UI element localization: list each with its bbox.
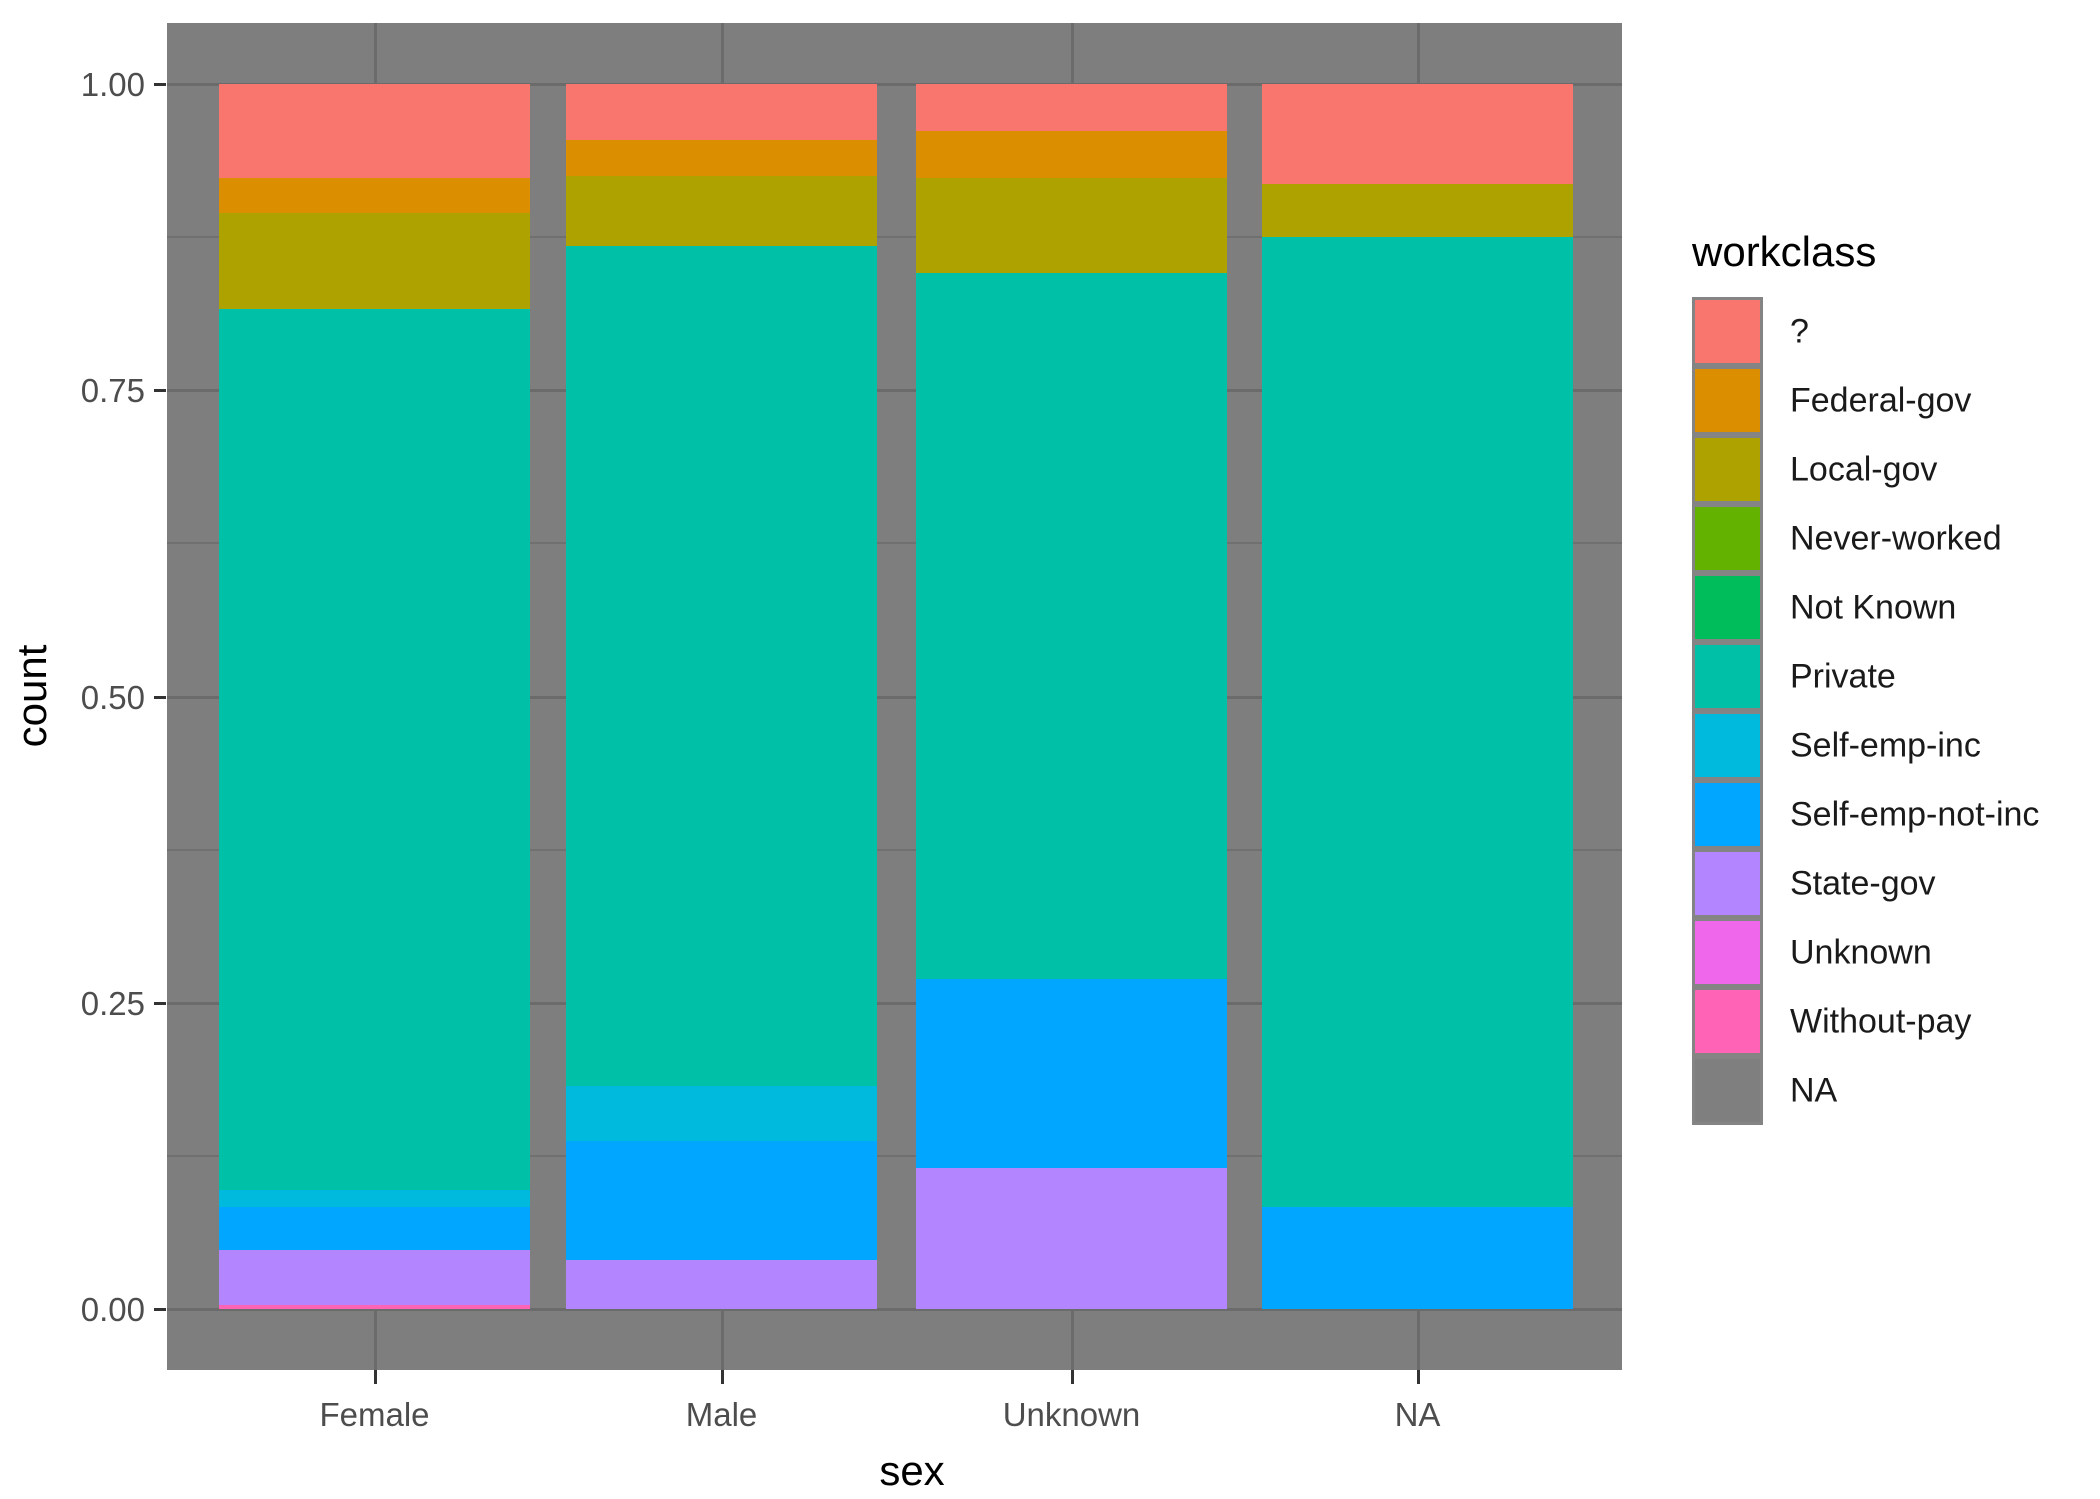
legend-key-swatch <box>1692 366 1763 435</box>
gridline-major <box>167 1001 1622 1005</box>
x-axis-title: sex <box>879 1447 945 1494</box>
legend-key-swatch <box>1692 849 1763 918</box>
x-tick-mark <box>373 1370 377 1384</box>
plot-panel <box>167 23 1622 1370</box>
legend-item-label: Unknown <box>1790 933 1932 971</box>
bar-segment-federal-gov <box>219 178 530 213</box>
legend-key-swatch <box>1692 435 1763 504</box>
y-tick-mark <box>154 1308 166 1311</box>
bar-segment-- <box>916 84 1227 131</box>
y-tick-label: 0.75 <box>80 372 145 410</box>
y-tick-mark <box>154 695 166 699</box>
x-tick-label: Male <box>685 1396 758 1433</box>
bar-segment-self-emp-not-inc <box>219 1207 530 1251</box>
legend-item-label: Self-emp-not-inc <box>1790 795 2040 833</box>
legend-key-swatch <box>1692 987 1763 1056</box>
y-tick-mark <box>154 389 166 393</box>
bar-segment-state-gov <box>566 1259 877 1309</box>
legend-key-swatch <box>1692 1056 1763 1125</box>
y-tick-label: 1.00 <box>80 66 145 103</box>
bar-segment-self-emp-inc <box>566 1086 877 1142</box>
x-tick-mark <box>720 1370 724 1384</box>
x-tick-label: NA <box>1394 1396 1441 1433</box>
legend-key-swatch <box>1692 642 1763 711</box>
x-tick-label: Unknown <box>1002 1396 1141 1433</box>
legend-item-label: Local-gov <box>1790 450 1938 488</box>
y-tick-mark <box>154 83 166 86</box>
bar-segment-local-gov <box>916 178 1227 273</box>
x-tick-mark <box>1070 1370 1074 1384</box>
gridline-major <box>167 1308 1622 1311</box>
legend-item-label: Never-worked <box>1790 519 2002 557</box>
legend-item-label: Not Known <box>1790 588 1957 626</box>
bar-segment-federal-gov <box>916 130 1227 179</box>
bar-na <box>1262 84 1573 1309</box>
gridline-minor <box>167 542 1622 545</box>
legend-key-swatch <box>1692 573 1763 642</box>
gridline-minor <box>167 236 1622 239</box>
gridline-major <box>167 695 1622 699</box>
bar-segment-self-emp-not-inc <box>566 1141 877 1260</box>
x-tick-label: Female <box>319 1396 430 1433</box>
bar-segment-self-emp-not-inc <box>916 979 1227 1169</box>
bar-unknown <box>916 84 1227 1309</box>
y-tick-label: 0.50 <box>80 678 145 716</box>
bar-segment-private <box>219 309 530 1191</box>
gridline-major <box>167 389 1622 393</box>
gridline-minor <box>167 1154 1622 1157</box>
gridline-major <box>167 83 1622 86</box>
bar-segment-state-gov <box>916 1168 1227 1309</box>
bar-segment-without-pay <box>219 1305 530 1309</box>
bar-segment-local-gov <box>566 175 877 246</box>
legend-item-label: Without-pay <box>1790 1002 1972 1040</box>
legend-key-swatch <box>1692 504 1763 573</box>
legend: workclass ? Federal-gov Local-gov Never-wor… <box>1692 228 2039 1125</box>
legend-item-label: ? <box>1790 312 1809 350</box>
bar-segment-private <box>566 245 877 1087</box>
legend-item-label: Self-emp-inc <box>1790 726 1981 764</box>
legend-title: workclass <box>1692 228 1877 275</box>
bar-segment-- <box>219 84 530 179</box>
legend-item-label: State-gov <box>1790 864 1936 902</box>
bar-segment-state-gov <box>219 1250 530 1306</box>
bar-segment-- <box>566 84 877 141</box>
y-tick-label: 0.00 <box>80 1291 145 1328</box>
legend-key-swatch <box>1692 780 1763 849</box>
bar-segment-self-emp-inc <box>219 1190 530 1208</box>
x-tick-mark <box>1416 1370 1420 1384</box>
legend-key-swatch <box>1692 918 1763 987</box>
legend-item-label: Federal-gov <box>1790 381 1972 419</box>
bar-segment-federal-gov <box>566 140 877 176</box>
legend-key-swatch <box>1692 297 1763 366</box>
gridline-minor <box>167 848 1622 851</box>
y-tick-label: 0.25 <box>80 984 145 1022</box>
legend-item-label: Private <box>1790 657 1896 695</box>
bar-segment-private <box>1262 237 1573 1208</box>
legend-key-swatch <box>1692 711 1763 780</box>
bar-female <box>219 84 530 1309</box>
bar-segment-local-gov <box>1262 184 1573 238</box>
y-tick-mark <box>154 1001 166 1005</box>
bar-segment-- <box>1262 84 1573 185</box>
y-axis-title: count <box>8 644 55 748</box>
bar-segment-local-gov <box>219 212 530 310</box>
bar-segment-private <box>916 272 1227 980</box>
legend-item-label: NA <box>1790 1071 1838 1109</box>
bar-male <box>566 84 877 1309</box>
bar-segment-self-emp-not-inc <box>1262 1207 1573 1309</box>
